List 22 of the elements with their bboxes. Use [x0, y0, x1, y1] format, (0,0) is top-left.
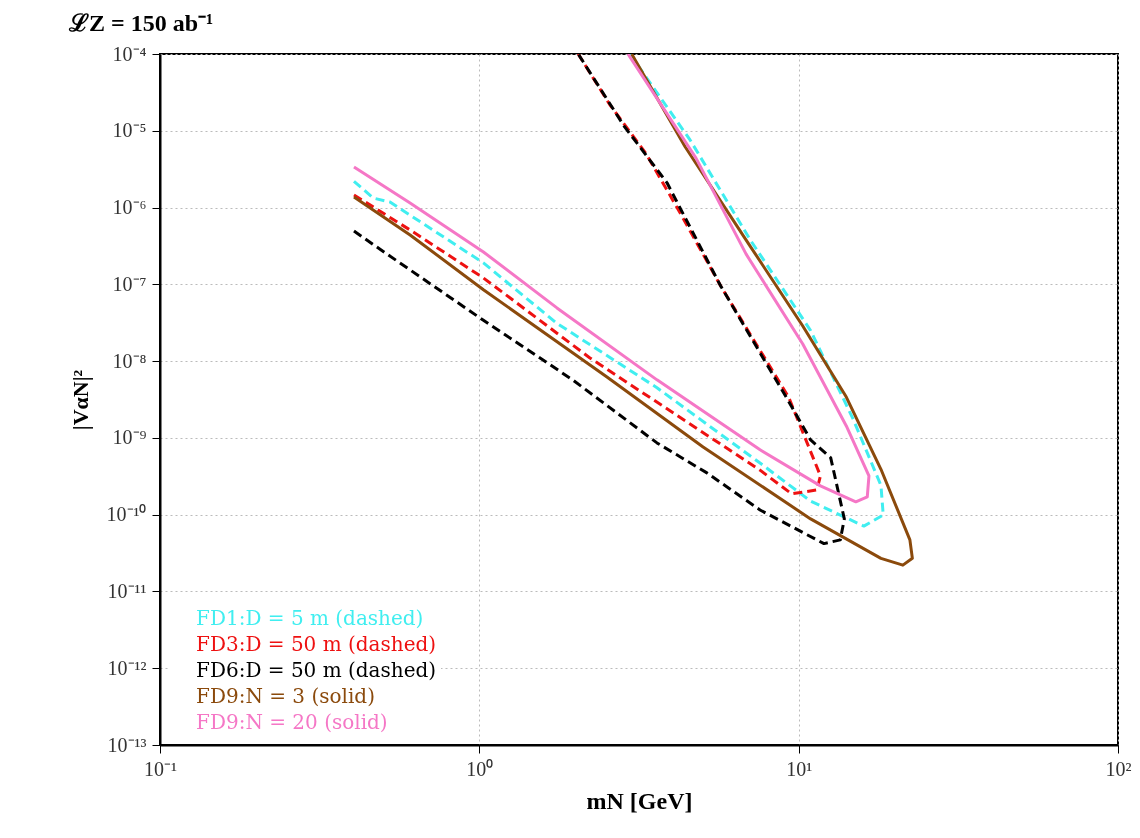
y-tick-label: 10⁻⁹ — [112, 426, 147, 449]
y-tick-label: 10⁻¹⁰ — [106, 503, 147, 526]
x-axis-title: mN [GeV] — [586, 787, 693, 814]
x-tick-label: 10² — [1105, 757, 1132, 780]
y-tick-label: 10⁻⁴ — [112, 42, 147, 65]
chart-title: ℒZ = 150 ab⁻¹ — [68, 10, 214, 36]
text: FD9:N = 20 (solid) — [196, 710, 388, 734]
y-tick-label: 10⁻⁶ — [112, 196, 147, 219]
x-tick-label: 10⁻¹ — [144, 757, 177, 780]
y-tick-label: 10⁻⁷ — [112, 272, 147, 295]
text: FD9:N = 3 (solid) — [196, 684, 375, 708]
y-tick-label: 10⁻⁸ — [112, 349, 147, 372]
y-tick-label: 10⁻¹³ — [107, 733, 147, 756]
text: FD6:D = 50 m (dashed) — [196, 658, 437, 682]
y-tick-label: 10⁻¹¹ — [107, 579, 147, 602]
y-tick-label: 10⁻⁵ — [112, 119, 147, 142]
text: FD1:D = 5 m (dashed) — [196, 606, 424, 630]
y-axis-title: |VαN|² — [67, 369, 93, 431]
x-tick-label: 10⁰ — [466, 757, 494, 780]
text: FD3:D = 50 m (dashed) — [196, 632, 437, 656]
y-tick-label: 10⁻¹² — [107, 656, 147, 679]
x-tick-label: 10¹ — [786, 757, 813, 780]
